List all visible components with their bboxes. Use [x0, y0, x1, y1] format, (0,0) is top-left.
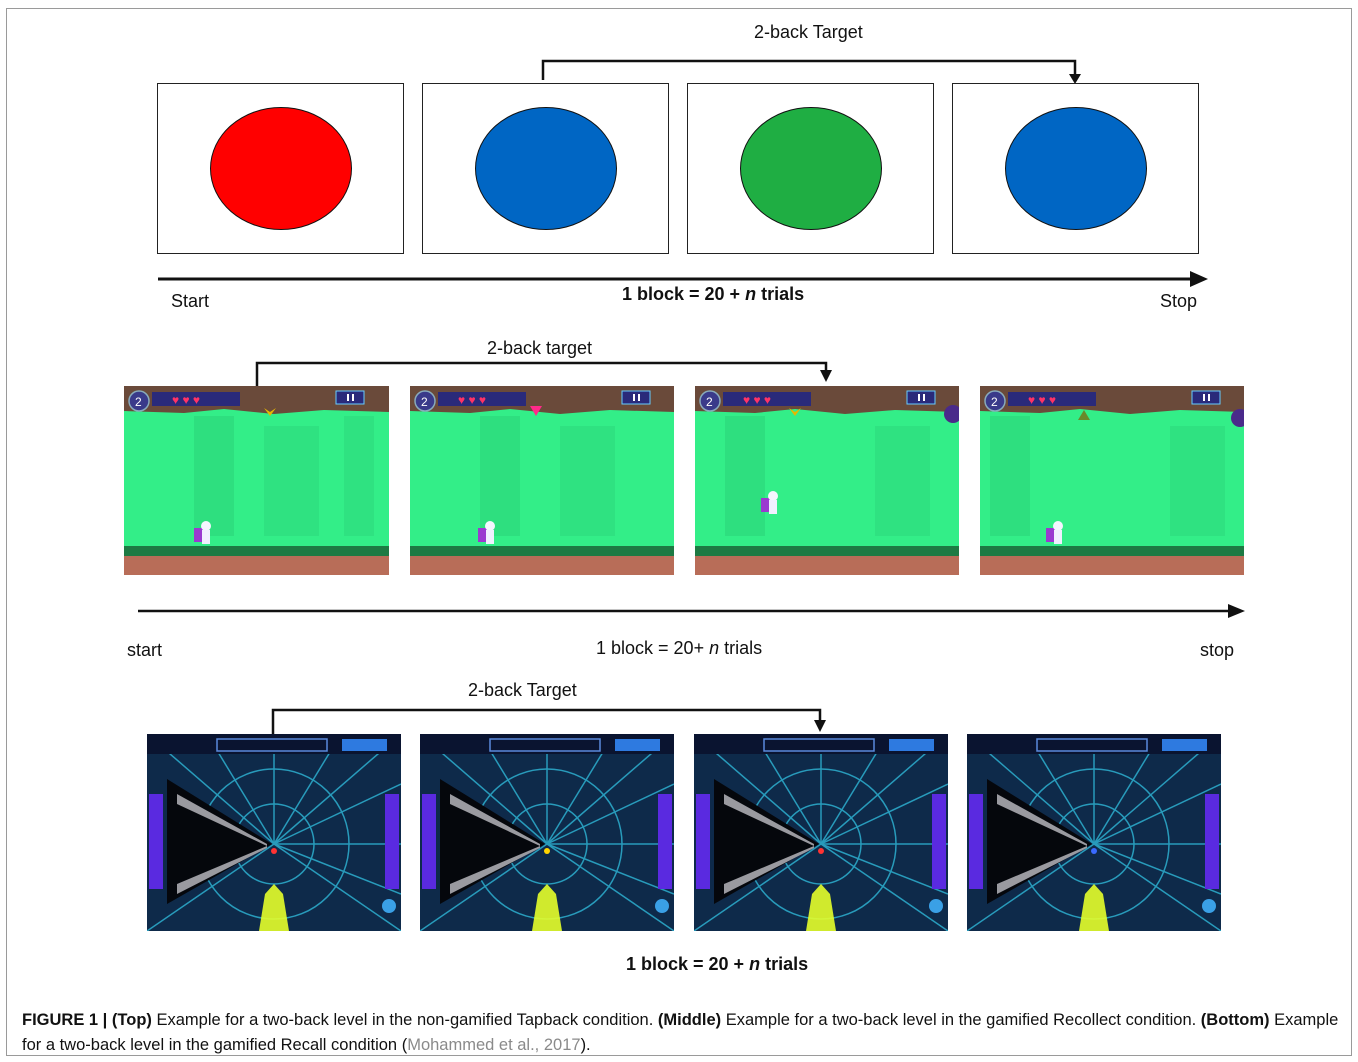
caption-middle-text: Example for a two-back level in the gami… — [721, 1011, 1201, 1029]
recall-game-screenshot — [967, 734, 1221, 931]
caption-top-head: (Top) — [111, 1011, 152, 1029]
svg-text:♥ ♥ ♥: ♥ ♥ ♥ — [1028, 393, 1056, 407]
middle-target-bracket — [255, 361, 828, 386]
top-start-label: Start — [171, 291, 210, 311]
bottom-target-arrowhead — [814, 720, 826, 732]
svg-text:♥ ♥ ♥: ♥ ♥ ♥ — [458, 393, 486, 407]
red-circle-stimulus — [210, 107, 352, 230]
caption-end: ). — [580, 1036, 591, 1054]
caption-bottom-head: (Bottom) — [1200, 1011, 1270, 1029]
caption-middle-head: (Middle) — [657, 1011, 722, 1029]
recall-game-screenshot — [420, 734, 674, 931]
middle-stop-label: stop — [1200, 640, 1235, 660]
top-trial-panel — [157, 83, 404, 254]
middle-timeline-arrowhead — [1228, 604, 1245, 618]
recollect-game-screenshot: 2 ♥ ♥ ♥ — [124, 386, 389, 575]
caption-reference-link[interactable]: Mohammed et al., 2017 — [407, 1036, 581, 1054]
middle-target-label: 2-back target — [487, 338, 593, 358]
recall-game-screenshot — [147, 734, 401, 931]
level-number: 2 — [421, 395, 428, 409]
bottom-target-label: 2-back Target — [468, 680, 577, 700]
top-block-label: 1 block = 20 + n trials — [622, 284, 805, 304]
top-timeline-arrowhead — [1190, 271, 1208, 287]
recollect-game-screenshot: 2 ♥ ♥ ♥ — [410, 386, 674, 575]
level-number: 2 — [135, 395, 142, 409]
top-target-bracket — [541, 59, 1077, 80]
top-trial-panel — [952, 83, 1199, 254]
recall-game-screenshot — [694, 734, 948, 931]
recollect-game-screenshot: 2 ♥ ♥ ♥ — [695, 386, 959, 575]
svg-text:♥ ♥ ♥: ♥ ♥ ♥ — [172, 393, 200, 407]
blue-circle-stimulus — [1005, 107, 1147, 230]
figure-caption: FIGURE 1 | (Top) Example for a two-back … — [22, 1008, 1342, 1058]
recollect-game-screenshot: 2 ♥ ♥ ♥ — [980, 386, 1244, 575]
top-trial-panel — [422, 83, 669, 254]
green-circle-stimulus — [740, 107, 882, 230]
bottom-block-label: 1 block = 20 + n trials — [626, 954, 809, 974]
svg-text:♥ ♥ ♥: ♥ ♥ ♥ — [743, 393, 771, 407]
top-stop-label: Stop — [1160, 291, 1198, 311]
top-trial-panel — [687, 83, 934, 254]
caption-top-text: Example for a two-back level in the non-… — [151, 1011, 658, 1029]
blue-circle-stimulus — [475, 107, 617, 230]
figure-frame — [6, 8, 1352, 1056]
level-number: 2 — [991, 395, 998, 409]
bottom-target-bracket — [271, 708, 822, 735]
caption-bottom-text: Example for a two-back level in the gami… — [22, 1011, 1339, 1054]
caption-figure-number: FIGURE 1 | — [22, 1011, 112, 1029]
middle-target-arrowhead — [820, 370, 832, 382]
top-target-arrowhead — [1069, 74, 1081, 84]
middle-block-label: 1 block = 20+ n trials — [596, 638, 763, 658]
top-target-label: 2-back Target — [754, 22, 863, 42]
level-number: 2 — [706, 395, 713, 409]
middle-start-label: start — [127, 640, 163, 660]
